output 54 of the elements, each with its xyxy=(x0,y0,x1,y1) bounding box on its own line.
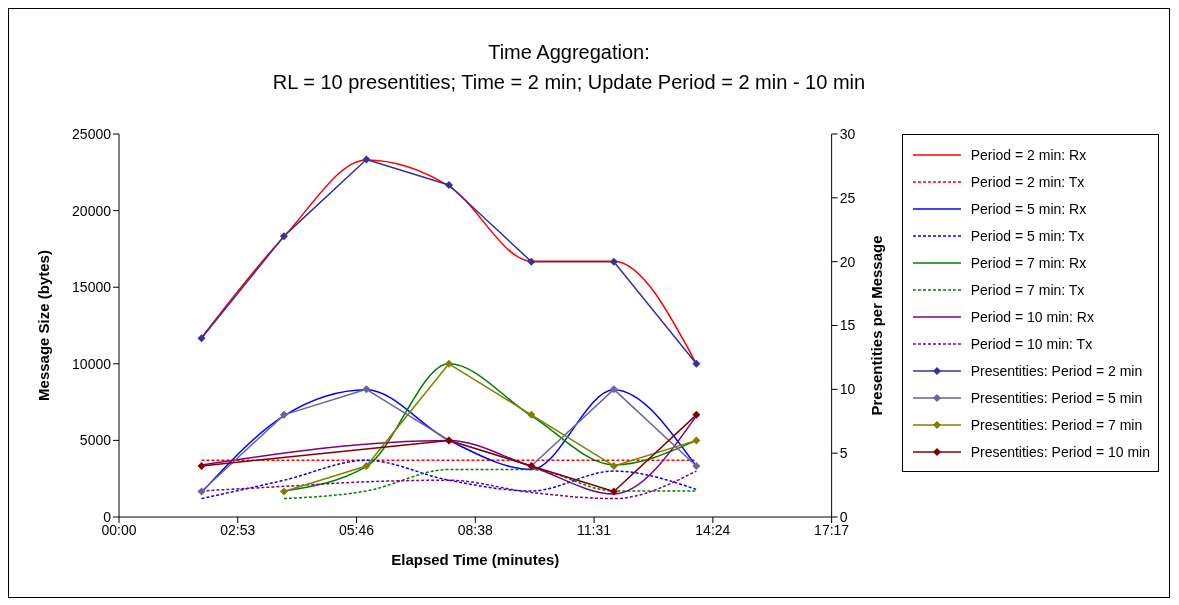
legend-label: Presentities: Period = 5 min xyxy=(970,389,1143,406)
chart-title: Time Aggregation: RL = 10 presentities; Time = 2 min; Update Period = 2 min - 10 min xyxy=(271,40,867,95)
x-axis-title: Elapsed Time (minutes) xyxy=(391,551,560,568)
point xyxy=(609,461,618,470)
legend-label: Presentities: Period = 7 min xyxy=(970,416,1143,433)
x-tick-label: 05:46 xyxy=(339,521,375,538)
y2-axis-title: Presentities per Message xyxy=(867,235,885,416)
y2-tick-label: 30 xyxy=(839,125,856,142)
point xyxy=(692,410,701,419)
point xyxy=(279,232,288,241)
y2-tick-label: 15 xyxy=(839,317,856,334)
y-axis-title: Message Size (bytes) xyxy=(35,250,53,401)
point xyxy=(609,257,618,266)
y-tick-label: 25000 xyxy=(72,125,112,142)
legend-label: Period = 2 min: Tx xyxy=(970,173,1085,190)
legend-label: Presentities: Period = 10 min xyxy=(970,443,1150,460)
point xyxy=(362,461,371,470)
legend-label: Period = 10 min: Tx xyxy=(970,335,1093,352)
x-tick-label: 02:53 xyxy=(220,521,256,538)
point xyxy=(692,359,701,368)
point xyxy=(197,487,206,496)
point xyxy=(444,359,453,368)
y-tick-label: 15000 xyxy=(72,279,112,296)
point xyxy=(692,436,701,445)
y2-tick-label: 20 xyxy=(839,253,856,270)
point xyxy=(527,410,536,419)
x-tick-label: 14:24 xyxy=(695,521,731,538)
legend-label: Period = 7 min: Tx xyxy=(970,281,1085,298)
point xyxy=(197,334,206,343)
y-tick-label: 10000 xyxy=(72,355,112,372)
legend-label: Period = 7 min: Rx xyxy=(970,254,1087,271)
x-tick-label: 08:38 xyxy=(457,521,494,538)
point xyxy=(609,487,618,496)
y2-tick-label: 25 xyxy=(839,189,856,206)
point xyxy=(197,461,206,470)
y2-tick-label: 10 xyxy=(839,381,856,398)
legend-label: Presentities: Period = 2 min xyxy=(970,362,1143,379)
y-tick-label: 20000 xyxy=(72,202,112,219)
y2-tick-label: 5 xyxy=(839,445,848,462)
point xyxy=(444,181,453,190)
point xyxy=(279,410,288,419)
legend-label: Period = 5 min: Tx xyxy=(970,227,1085,244)
legend-label: Period = 10 min: Rx xyxy=(970,308,1094,325)
x-tick-label: 11:31 xyxy=(577,521,612,538)
point xyxy=(279,487,288,496)
point xyxy=(609,385,618,394)
y-tick-label: 5000 xyxy=(79,432,112,449)
point xyxy=(692,461,701,470)
legend-label: Period = 5 min: Rx xyxy=(970,200,1087,217)
point xyxy=(362,385,371,394)
point xyxy=(527,257,536,266)
point xyxy=(362,155,371,164)
legend-label: Period = 2 min: Rx xyxy=(970,146,1087,163)
line-series xyxy=(200,459,698,500)
